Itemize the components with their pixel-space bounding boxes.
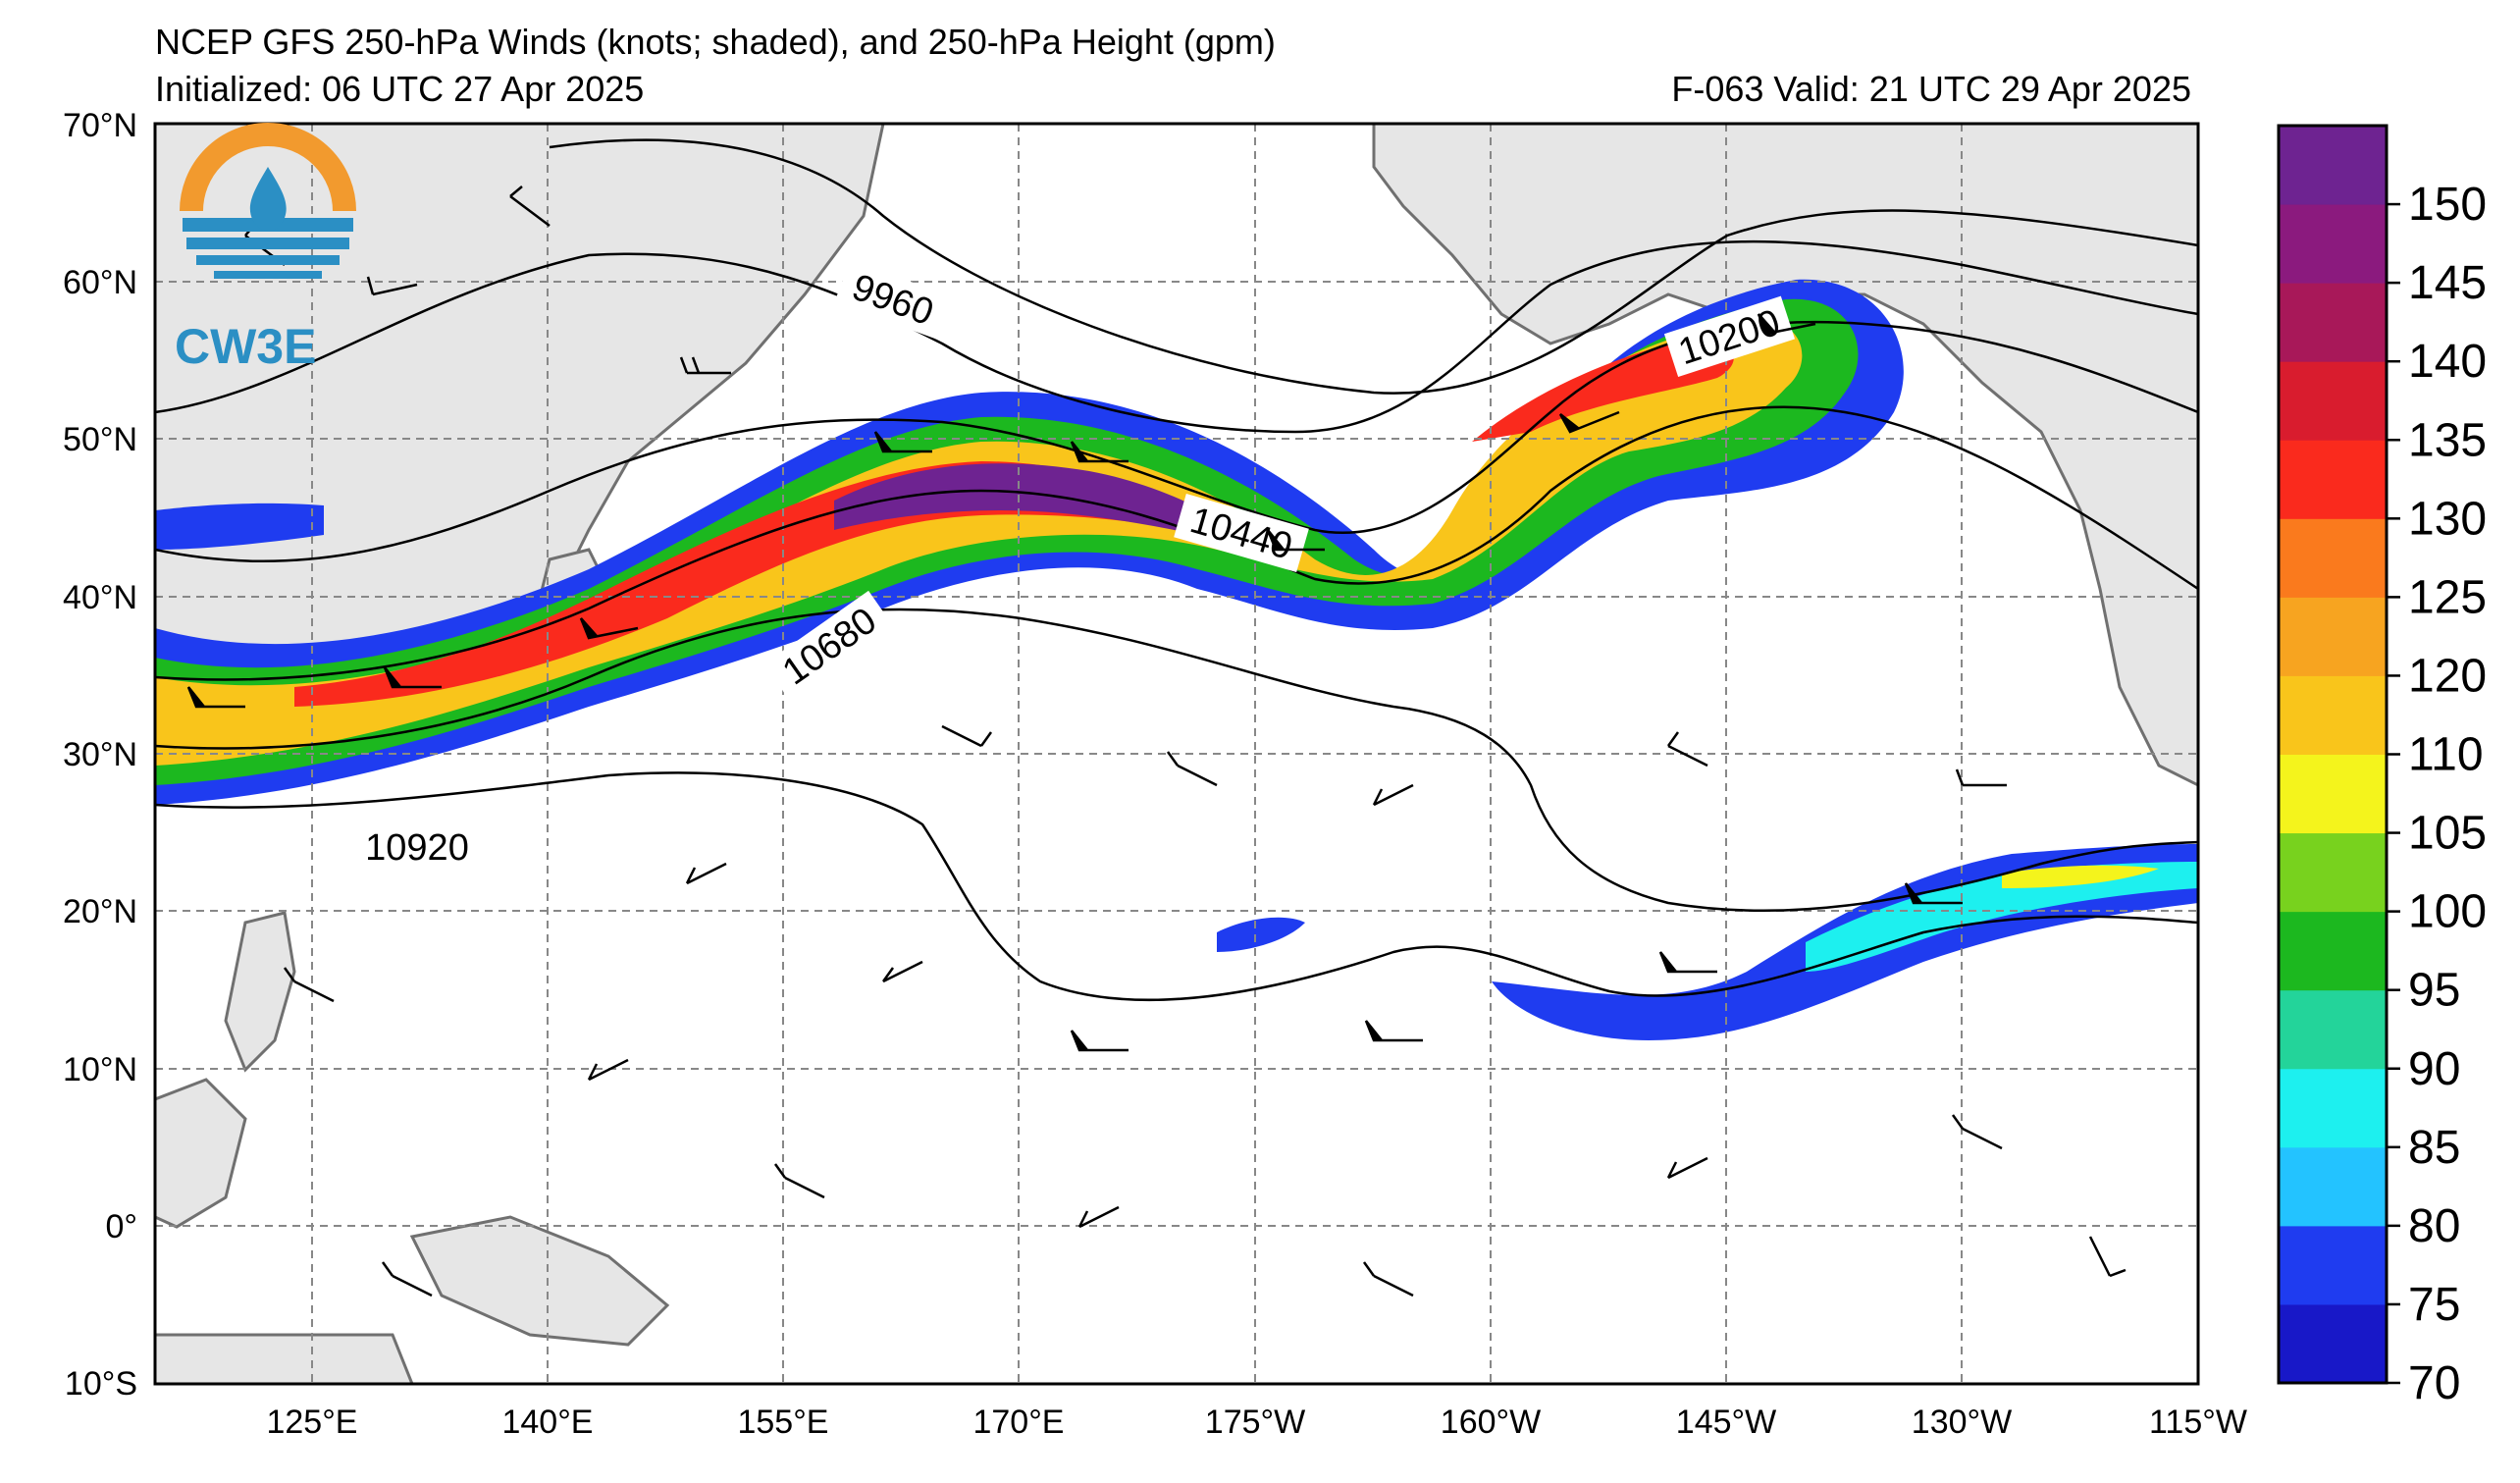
lat-label: 50°N [63,421,137,458]
valid-time: F-063 Valid: 21 UTC 29 Apr 2025 [1671,69,2191,109]
jet-piece-small [1217,917,1305,952]
colorbar-tick-label: 70 [2408,1357,2460,1409]
lon-label: 160°W [1441,1404,1541,1441]
lon-label: 175°W [1205,1404,1305,1441]
colorbar-bin [2279,675,2387,755]
latitude-labels: 70°N 60°N 50°N 40°N 30°N 20°N 10°N 0° 10… [63,107,137,1403]
lon-label: 140°E [501,1404,593,1441]
colorbar-tick-label: 105 [2408,808,2487,860]
lon-label: 145°W [1676,1404,1776,1441]
lat-label: 10°S [65,1365,137,1403]
colorbar-bin [2279,911,2387,991]
lat-label: 0° [105,1208,137,1245]
map-frame [153,122,2200,1386]
colorbar: 70 75 80 85 90 95 100 105 110 120 125 130 135 140 145 1… [2277,124,2487,1409]
jet-band-130-east [1472,338,1734,442]
colorbar-tick-label: 75 [2408,1279,2460,1331]
colorbar-bin [2279,832,2387,913]
colorbar-bin [2279,283,2387,362]
colorbar-bin [2279,1146,2387,1227]
colorbar-bin [2279,1068,2387,1148]
colorbar-tick-label: 125 [2408,571,2487,623]
jet-piece-west [155,503,324,550]
colorbar-tick-label: 150 [2408,179,2487,231]
colorbar-bin [2279,126,2387,205]
colorbar-bin [2279,518,2387,598]
colorbar-bin [2279,204,2387,284]
lon-label: 130°W [1912,1404,2012,1441]
lat-label: 30°N [63,736,137,773]
lon-label: 155°E [737,1404,828,1441]
wind-barbs [186,185,2126,1298]
lon-label: 125°E [266,1404,357,1441]
jet-band-150 [834,463,1266,550]
colorbar-tick-label: 80 [2408,1200,2460,1252]
subtropical-jet-core [1806,862,2198,972]
colorbar-bin [2279,1303,2387,1384]
colorbar-tick-label: 85 [2408,1122,2460,1174]
colorbar-bin [2279,754,2387,834]
colorbar-bin [2279,440,2387,519]
lat-label: 40°N [63,579,137,616]
logo-text: CW3E [175,319,316,374]
colorbar-tick-label: 130 [2408,493,2487,545]
contour-label: 10920 [365,827,469,869]
lon-label: 115°W [2149,1404,2247,1441]
cw3e-logo: CW3E [175,123,356,374]
colorbar-tick-label: 95 [2408,965,2460,1017]
colorbar-tick-label: 145 [2408,257,2487,309]
colorbar-tick-label: 110 [2408,729,2484,781]
longitude-labels: 125°E 140°E 155°E 170°E 175°W 160°W 145°… [266,1404,2246,1441]
init-time: Initialized: 06 UTC 27 Apr 2025 [155,69,645,109]
map-title: NCEP GFS 250-hPa Winds (knots; shaded), … [155,22,1276,62]
colorbar-tick-label: 135 [2408,414,2487,466]
subtropical-jet-max [2002,865,2159,888]
lat-label: 10°N [63,1051,137,1088]
colorbar-tick-label: 100 [2408,886,2487,938]
colorbar-bin [2279,1225,2387,1305]
colorbar-tick-label: 140 [2408,336,2487,388]
lon-label: 170°E [972,1404,1064,1441]
jet-band-130 [294,461,1276,707]
jet-stream-shading [155,279,2198,1040]
colorbar-bin [2279,597,2387,676]
lat-label: 60°N [63,264,137,301]
colorbar-tick-label: 90 [2408,1043,2460,1095]
colorbar-tick-label: 120 [2408,650,2487,702]
colorbar-bin [2279,989,2387,1070]
colorbar-bin [2279,361,2387,441]
lat-label: 70°N [63,107,137,144]
lat-label: 20°N [63,893,137,930]
